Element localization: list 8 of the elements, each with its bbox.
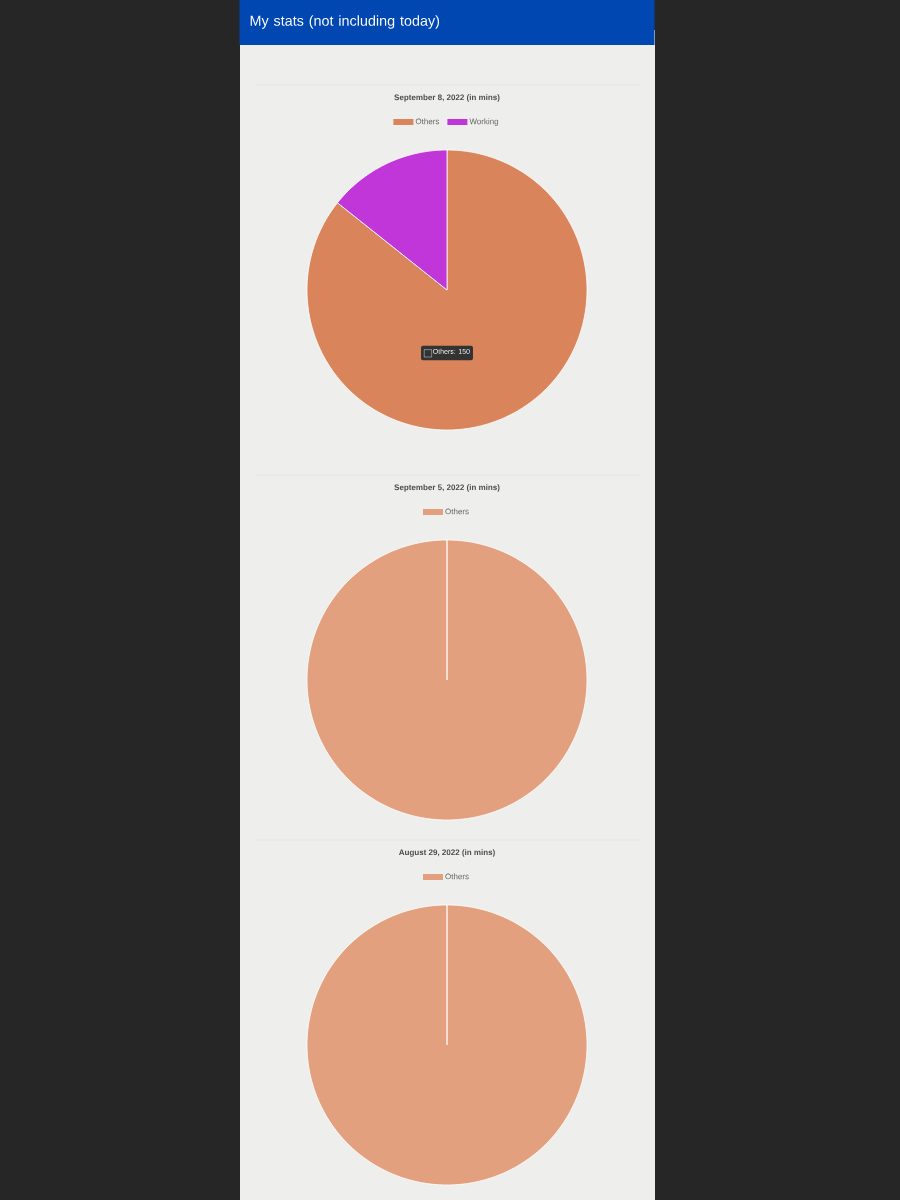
legend-label: Others (415, 118, 440, 125)
legend-label: Others (445, 873, 469, 880)
legend-label: Others (445, 508, 469, 515)
chart-subtitle: August 29, 2022 (in mins) (398, 849, 495, 857)
chart-title: My stats (not including today) (250, 15, 440, 29)
chart-subtitle: September 5, 2022 (in mins) (394, 484, 500, 492)
legend-label: Working (469, 118, 499, 126)
chart-subtitle: September 8, 2022 (in mins) (394, 94, 500, 102)
